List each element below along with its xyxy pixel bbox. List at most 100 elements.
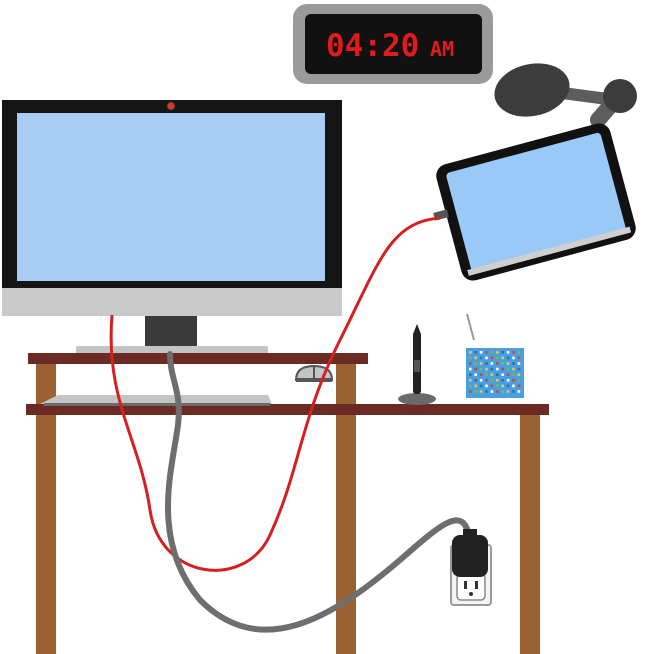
digital-clock-icon: 04:20 AM [293,4,493,84]
pixel-dot [469,379,472,382]
pixel-dot [506,379,510,382]
pixel-dot [512,351,515,354]
monitor-stand [145,316,197,348]
pixel-dot [469,390,472,393]
pixel-dot [485,351,488,354]
pixel-dot [474,362,477,365]
pixel-dot [517,367,521,371]
clock-time: 04:20 [326,28,419,64]
pixel-dot [490,379,494,382]
pixel-dot [469,362,472,365]
pixel-dot [501,373,504,376]
pixel-dot [474,356,477,360]
pixel-dot [490,390,494,393]
pixel-dot [512,390,515,393]
desk-top-shelf [28,353,368,364]
desk-lower-shelf [26,404,549,415]
pixel-dot [506,384,510,388]
tablet-icon [436,123,636,281]
pixel-dot [474,373,477,376]
pixel-dot [474,390,477,393]
pixel-dot [512,356,515,360]
webcam-icon [166,101,176,111]
pixel-dot [506,362,510,365]
pixel-dot [485,373,488,376]
pixel-dot [485,384,488,388]
pixel-dot [479,384,483,388]
pixel-dot [485,356,488,360]
pixel-dot [485,390,488,393]
pixel-dot [512,373,515,376]
pixel-dot [474,367,477,371]
pixel-dot [506,390,510,393]
gray-cable [165,351,472,633]
pixel-dot [512,384,515,388]
pixel-dot [517,384,521,388]
pixel-dot [485,379,488,382]
pixel-dot [479,351,483,354]
pixel-dot [517,356,521,360]
pixel-dot [490,362,494,365]
pixel-dot [506,367,510,371]
pixel-dot [496,384,499,388]
pixel-dot [496,356,499,360]
pixel-dot [506,373,510,376]
red-cable [109,216,441,572]
pixel-dot [506,351,510,354]
pixel-dot [485,362,488,365]
pixel-dot [469,367,472,371]
clock-period: AM [430,37,454,61]
pixel-dot [501,384,504,388]
pixel-dot [517,351,521,354]
pixel-dot [479,367,483,371]
pixel-dot [496,367,499,371]
keyboard-icon [40,395,272,406]
pixel-dot [517,362,521,365]
pixel-dot [501,379,504,382]
pixel-dot [485,367,488,371]
pixel-dot [490,373,494,376]
pixel-dot [512,379,515,382]
power-plug-icon [452,529,488,577]
pixel-dot [517,373,521,376]
pixel-dot [501,362,504,365]
pixel-dot [496,373,499,376]
pixel-dot [496,390,499,393]
pixel-dot [479,373,483,376]
pixel-dot [469,373,472,376]
pixel-dot [512,367,515,371]
tablet-screen [446,132,626,272]
pixel-dot [474,351,477,354]
pixel-dot [469,351,472,354]
monitor-screen [17,113,325,281]
pixel-dot [490,384,494,388]
pixel-dot [479,362,483,365]
pixel-dot [501,367,504,371]
monitor-base [76,346,268,354]
pixel-dot [469,356,472,360]
pixel-dot [496,362,499,365]
pixel-dot [479,356,483,360]
pixel-dot [501,356,504,360]
pixel-dot [506,356,510,360]
desk [26,353,549,654]
pixel-dot [479,390,483,393]
pixel-box-icon [466,313,524,398]
pixel-dot [479,379,483,382]
pixel-dot [490,356,494,360]
tablet-arm-mount-icon [494,63,637,128]
pixel-dot [490,351,494,354]
pixel-dot [517,390,521,393]
pixel-dot [474,379,477,382]
desktop-monitor-icon [2,100,342,354]
pixel-dot [469,384,472,388]
pixel-dot [474,384,477,388]
pixel-dot [490,367,494,371]
pixel-dot [501,351,504,354]
pixel-dot [501,390,504,393]
pixel-dot [512,362,515,365]
pixel-dot [496,379,499,382]
pixel-dot [496,351,499,354]
pixel-dot [517,379,521,382]
